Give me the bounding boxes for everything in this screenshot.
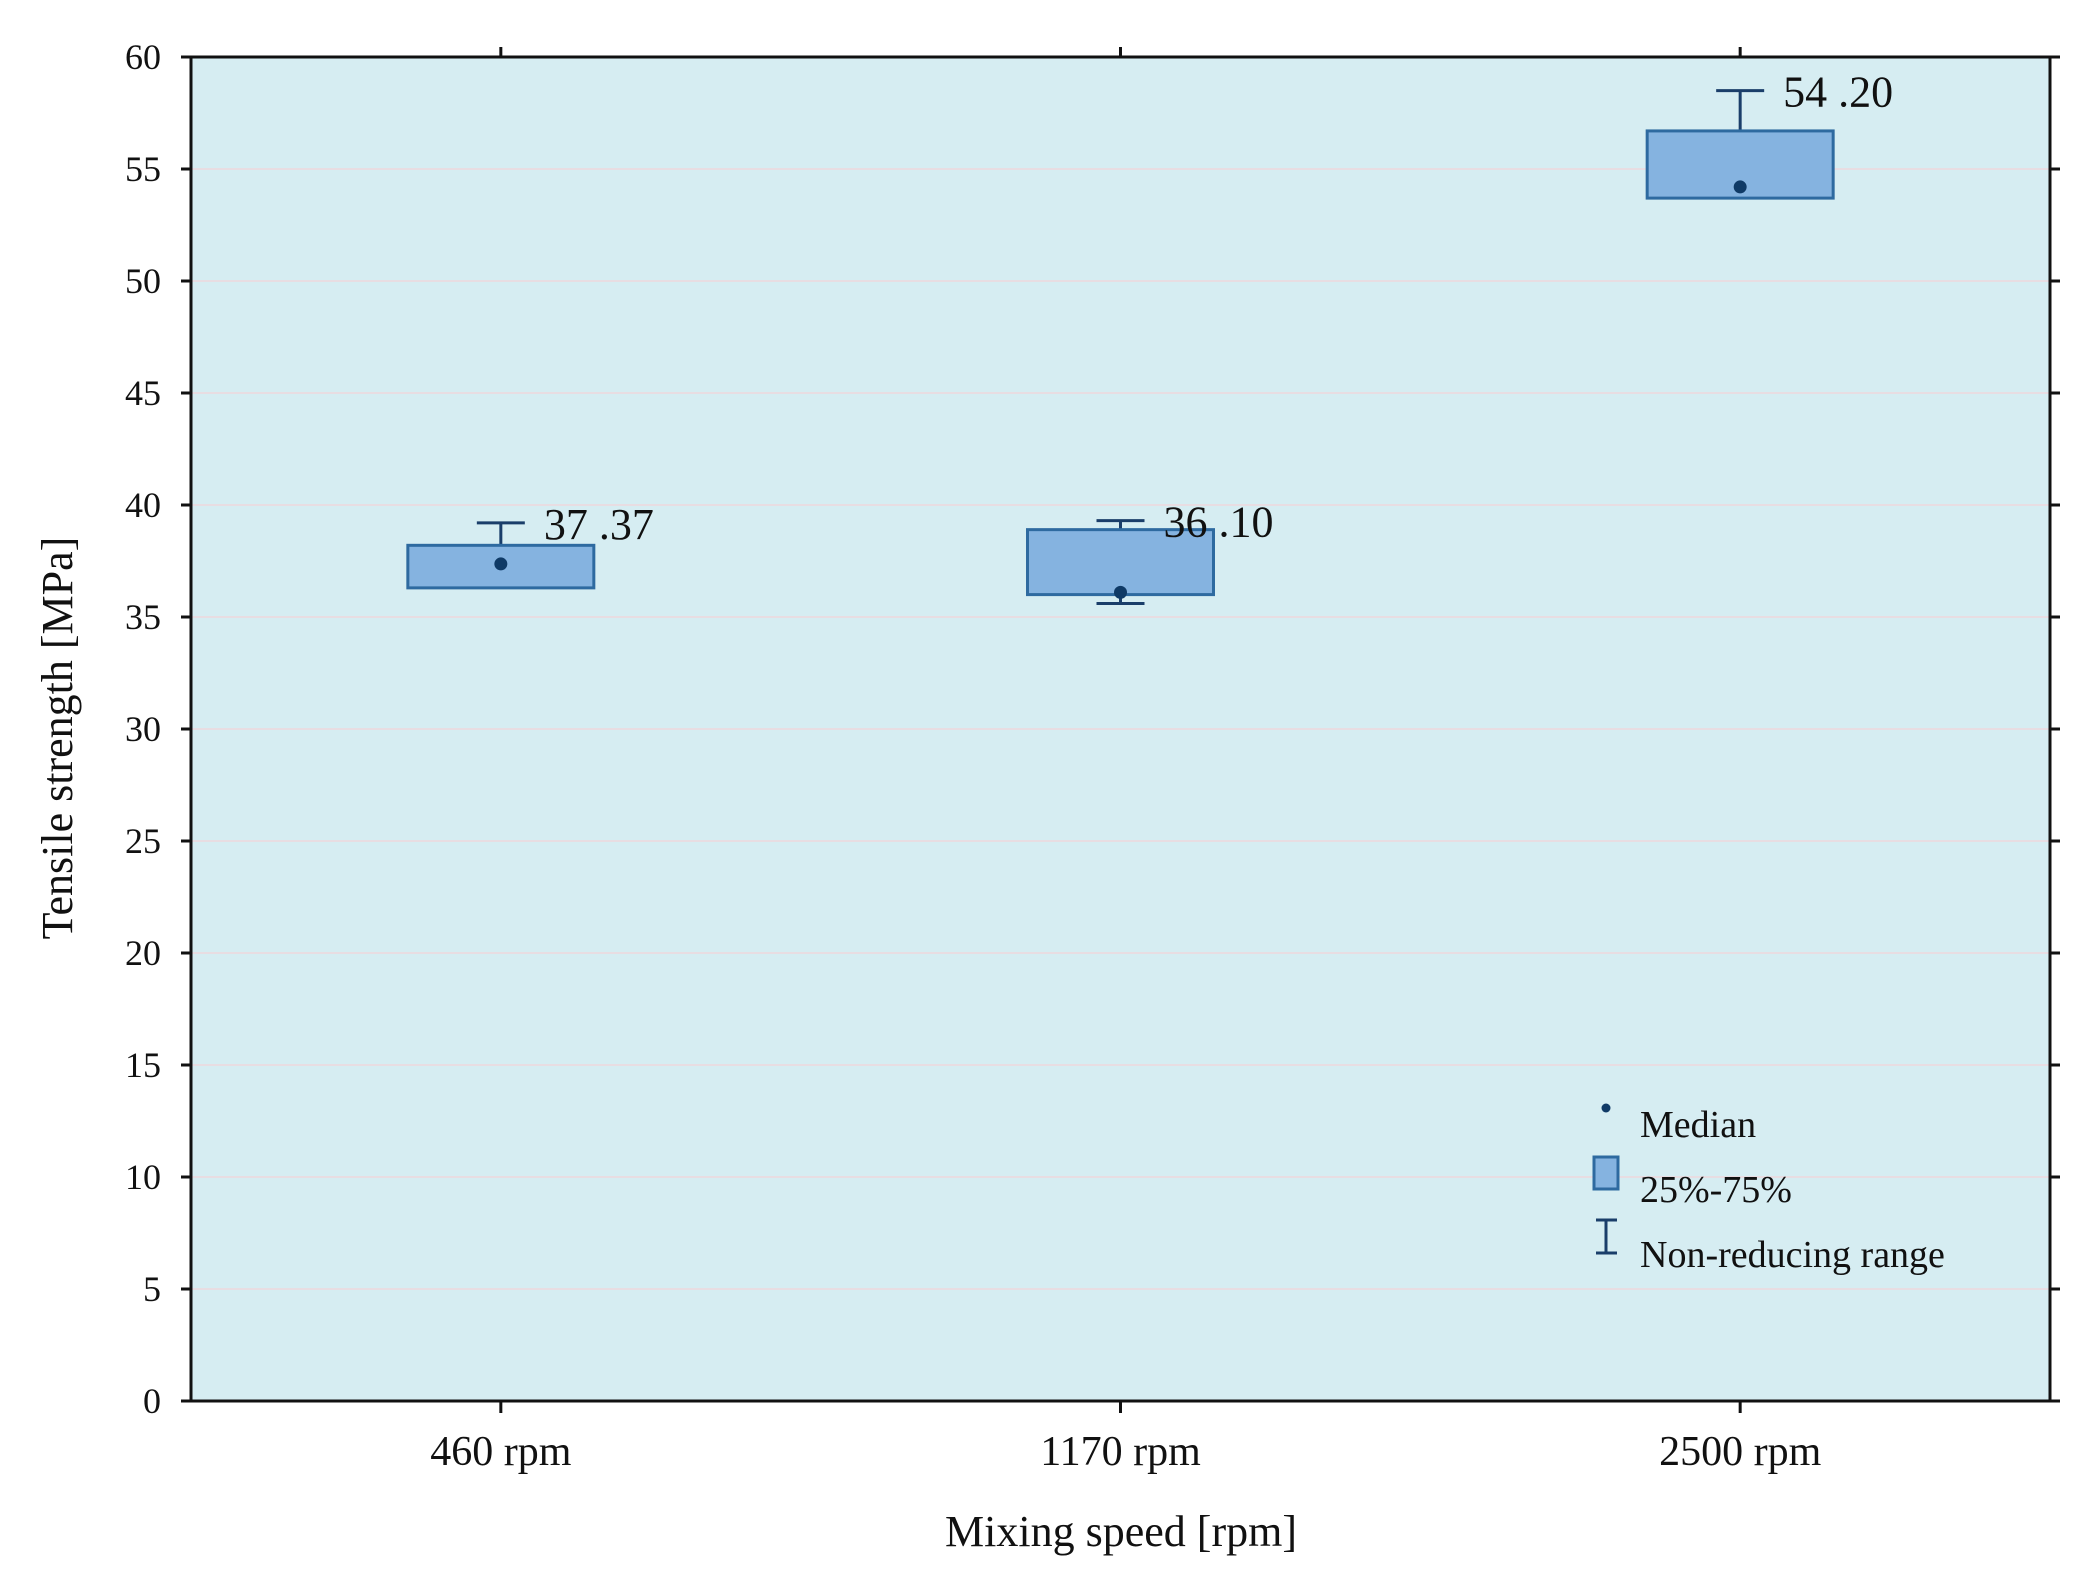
y-axis-title: Tensile strength [MPa] (33, 537, 82, 940)
y-axis: 0 5 10 15 20 25 30 35 40 45 50 55 60 (125, 37, 2060, 1421)
y-tick-label: 5 (143, 1269, 161, 1309)
y-tick-label: 20 (125, 933, 161, 973)
x-axis: 460 rpm 1170 rpm 2500 rpm (430, 47, 1822, 1475)
y-tick-label: 35 (125, 597, 161, 637)
y-tick-label: 15 (125, 1045, 161, 1085)
legend-range-label: Non-reducing range (1640, 1234, 1945, 1276)
legend-median-label: Median (1640, 1104, 1756, 1146)
y-tick-label: 30 (125, 709, 161, 749)
y-tick-label: 40 (125, 485, 161, 525)
y-tick-label: 60 (125, 37, 161, 77)
median-marker (494, 557, 508, 571)
median-value-label: 37 .37 (544, 500, 654, 549)
x-tick-label: 1170 rpm (1040, 1429, 1201, 1475)
y-tick-label: 10 (125, 1157, 161, 1197)
median-value-label: 36 .10 (1164, 498, 1274, 547)
x-axis-title: Mixing speed [rpm] (945, 1507, 1297, 1556)
y-tick-label: 55 (125, 149, 161, 189)
box-group (1645, 89, 1835, 200)
legend: Median 25%-75% Non-reducing range (1592, 1103, 1945, 1276)
legend-median-marker (1601, 1103, 1611, 1113)
median-value-labels: 37 .37 36 .10 54 .20 (544, 68, 1893, 549)
box-group (1026, 519, 1215, 606)
y-tick-label: 45 (125, 373, 161, 413)
y-tick-label: 50 (125, 261, 161, 301)
median-marker (1114, 585, 1127, 599)
median-value-label: 54 .20 (1783, 68, 1893, 117)
box-group (406, 521, 596, 590)
legend-box-swatch (1592, 1155, 1620, 1191)
median-marker (1733, 180, 1747, 194)
x-tick-label: 2500 rpm (1659, 1429, 1821, 1475)
y-tick-label: 0 (143, 1381, 161, 1421)
legend-box-label: 25%-75% (1640, 1169, 1792, 1211)
y-tick-label: 25 (125, 821, 161, 861)
x-tick-label: 460 rpm (430, 1429, 571, 1475)
legend-range-symbol (1596, 1218, 1617, 1255)
box-series (406, 89, 1835, 606)
